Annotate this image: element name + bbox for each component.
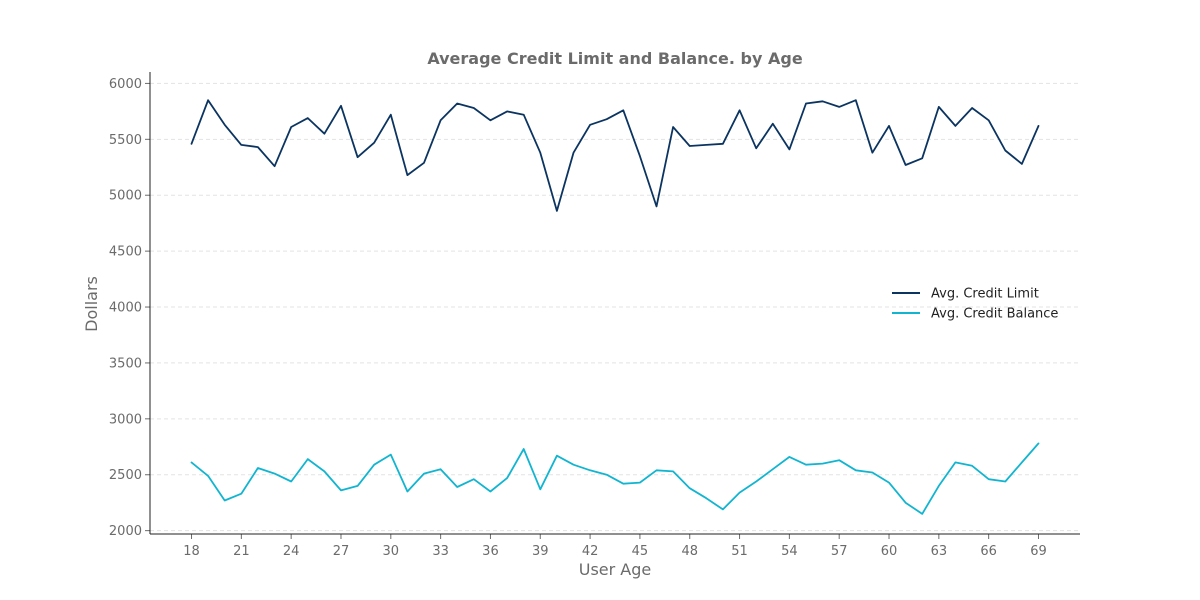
y-tick-label: 4500 xyxy=(109,245,142,260)
y-tick-label: 6000 xyxy=(109,77,142,92)
x-tick-label: 60 xyxy=(881,544,898,559)
x-tick-label: 48 xyxy=(681,544,698,559)
x-tick-label: 57 xyxy=(831,544,848,559)
y-tick-label: 2000 xyxy=(109,524,142,539)
x-tick-label: 66 xyxy=(980,544,997,559)
y-tick-label: 4000 xyxy=(109,301,142,316)
grid-lines xyxy=(150,82,1080,532)
series-line-credit-limit xyxy=(190,99,1040,212)
x-tick-label: 33 xyxy=(432,544,449,559)
x-tick-label: 18 xyxy=(183,544,200,559)
y-tick-label: 3000 xyxy=(109,412,142,427)
y-axis-label: Dollars xyxy=(82,276,101,332)
legend-label: Avg. Credit Balance xyxy=(931,307,1058,322)
series-line-credit-balance xyxy=(190,442,1040,515)
x-tick-label: 39 xyxy=(532,544,549,559)
x-tick-label: 27 xyxy=(333,544,350,559)
x-tick-label: 30 xyxy=(383,544,400,559)
chart-title: Average Credit Limit and Balance. by Age xyxy=(427,49,803,68)
x-tick-label: 54 xyxy=(781,544,798,559)
x-tick-label: 69 xyxy=(1030,544,1047,559)
legend: Avg. Credit Limit Avg. Credit Balance xyxy=(892,287,1058,322)
x-tick-label: 42 xyxy=(582,544,599,559)
legend-label: Avg. Credit Limit xyxy=(931,287,1039,302)
x-tick-label: 21 xyxy=(233,544,250,559)
x-tick-label: 63 xyxy=(931,544,948,559)
x-axis-label: User Age xyxy=(579,560,652,579)
x-tick-label: 24 xyxy=(283,544,300,559)
x-tick-label: 51 xyxy=(731,544,748,559)
x-tick-label: 45 xyxy=(632,544,649,559)
axes: 2000 2500 3000 3500 4000 4500 5000 5500 6000 18 21… xyxy=(109,72,1080,559)
series-lines xyxy=(190,99,1040,515)
y-tick-label: 5500 xyxy=(109,133,142,148)
x-tick-label: 36 xyxy=(482,544,499,559)
y-tick-label: 5000 xyxy=(109,189,142,204)
y-tick-label: 3500 xyxy=(109,356,142,371)
y-tick-label: 2500 xyxy=(109,468,142,483)
